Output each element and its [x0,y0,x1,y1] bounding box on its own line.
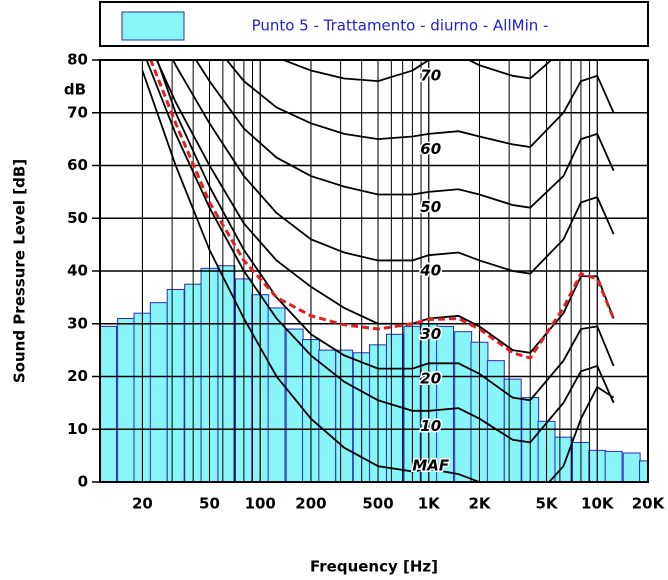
x-tick-label: 500 [362,495,393,513]
bar [117,317,136,482]
legend [99,1,649,47]
curve [194,60,615,209]
curve [145,60,615,444]
bar [217,265,236,482]
bar [318,349,337,482]
curve-label: 10 [420,417,441,435]
bar [267,307,286,482]
curve-label: 50 [420,198,441,216]
bar [100,325,117,482]
y-axis-title: Sound Pressure Level [dB] [11,159,29,383]
bar [149,302,168,482]
y-unit: dB [64,81,86,99]
bar [335,349,354,482]
curve-label: 60 [420,140,441,158]
y-tick-label: 70 [67,103,88,121]
bar [454,331,473,482]
legend-label: Punto 5 - Trattamento - diurno - AllMin … [252,17,549,35]
curve [225,60,615,148]
x-tick-label: 10K [581,495,615,513]
curve-label: 20 [420,370,441,388]
y-tick-label: 20 [67,367,88,385]
curve [141,70,615,482]
bar [622,452,641,482]
curve [156,60,615,402]
bar [604,450,623,482]
bar [436,325,455,482]
bar [554,436,573,482]
y-tick-label: 10 [67,420,88,438]
y-tick-label: 40 [67,262,88,280]
x-tick-label: 50 [199,495,220,513]
curve-label: 30 [420,325,441,343]
curve-label: 40 [419,262,441,280]
y-tick-label: 30 [67,314,88,332]
x-tick-label: 200 [295,495,326,513]
y-tick-label: 80 [67,51,88,69]
y-tick-label: 60 [67,156,88,174]
x-tick-label: 20K [632,495,666,513]
bar [503,378,522,482]
x-tick-label: 100 [245,495,276,513]
bar [486,360,505,482]
curve-label: MAF [412,457,450,475]
x-tick-label: 5K [536,495,559,513]
x-axis-title: Frequency [Hz] [310,558,438,576]
legend-swatch [121,11,185,41]
curve [149,60,615,360]
x-tick-label: 20 [132,495,153,513]
y-tick-label: 0 [78,473,88,491]
x-tick-label: 2K [468,495,491,513]
bar [166,288,185,482]
curve [172,60,615,275]
curves [141,60,615,482]
x-tick-label: 1K [418,495,441,513]
curve-label: 70 [420,66,441,84]
y-tick-label: 50 [67,209,88,227]
curve [280,60,614,83]
